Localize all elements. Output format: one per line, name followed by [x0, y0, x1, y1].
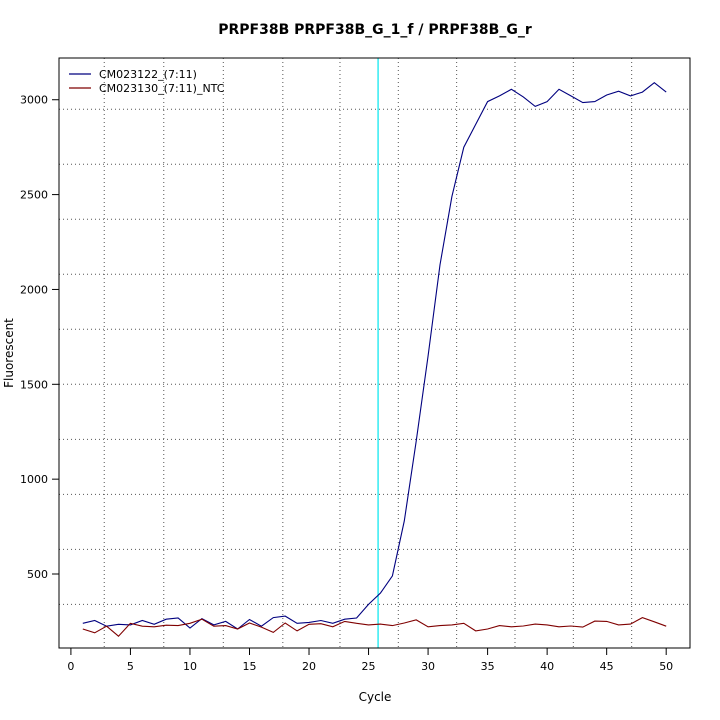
y-tick-label: 2000	[20, 283, 48, 296]
y-axis: 500 1000 1500 2000 2500 3000	[20, 94, 60, 581]
y-tick-label: 2500	[20, 189, 48, 202]
y-tick-label: 3000	[20, 94, 48, 107]
x-tick-label: 45	[600, 660, 614, 673]
x-tick-label: 40	[540, 660, 554, 673]
chart-title: PRPF38B PRPF38B_G_1_f / PRPF38B_G_r	[218, 22, 532, 38]
x-tick-label: 15	[242, 660, 256, 673]
legend: CM023122_(7:11)CM023130_(7:11)_NTC	[69, 68, 225, 95]
y-axis-label: Fluorescent	[2, 318, 16, 388]
plot-frame	[58, 57, 691, 649]
x-tick-label: 30	[421, 660, 435, 673]
y-tick-label: 500	[27, 568, 48, 581]
x-tick-label: 35	[481, 660, 495, 673]
x-tick-label: 0	[67, 660, 74, 673]
x-axis: 0 5 10 15 20 25 30 35 40 45 50	[67, 647, 673, 673]
y-tick-label: 1000	[20, 473, 48, 486]
legend-label: CM023130_(7:11)_NTC	[99, 82, 225, 95]
series-lines	[82, 81, 667, 637]
series-line-2	[82, 616, 667, 637]
x-tick-label: 5	[127, 660, 134, 673]
x-tick-label: 20	[302, 660, 316, 673]
x-tick-label: 50	[659, 660, 673, 673]
grid-lines	[59, 58, 690, 648]
x-tick-label: 10	[183, 660, 197, 673]
y-tick-label: 1500	[20, 378, 48, 391]
legend-label: CM023122_(7:11)	[99, 68, 197, 81]
series-line-1	[82, 81, 667, 630]
x-axis-label: Cycle	[359, 690, 392, 704]
x-tick-label: 25	[362, 660, 376, 673]
